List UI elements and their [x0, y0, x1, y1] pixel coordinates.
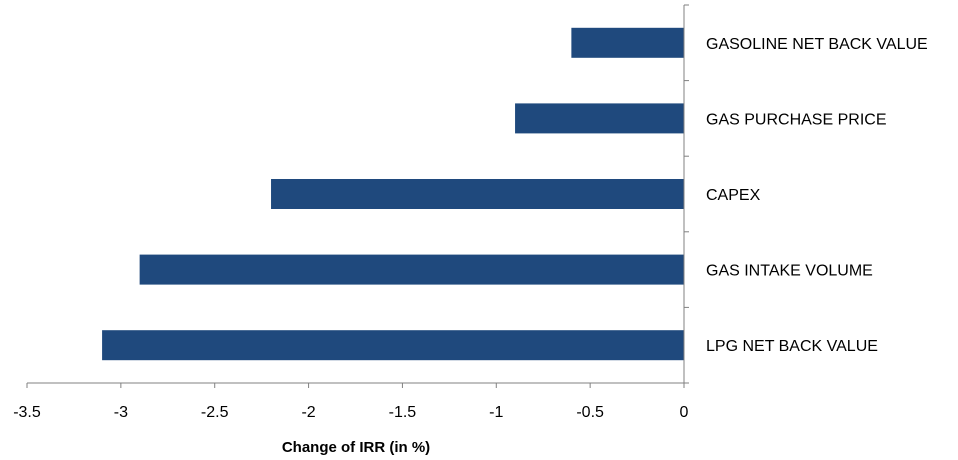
category-labels: GASOLINE NET BACK VALUE GAS PURCHASE PRIC…	[706, 36, 928, 355]
category-label: CAPEX	[706, 187, 761, 204]
x-tick-label: -0.5	[576, 404, 604, 421]
bar-5	[102, 330, 685, 361]
category-label: GAS PURCHASE PRICE	[706, 111, 886, 128]
bar-2	[515, 103, 684, 134]
bar-4	[139, 254, 685, 285]
category-label: LPG NET BACK VALUE	[706, 338, 878, 355]
x-tick-label: -2	[301, 404, 315, 421]
x-tick-labels: -3.5 -3 -2.5 -2 -1.5 -1 -0.5 0	[13, 404, 688, 421]
bar-3	[271, 179, 684, 209]
axes-group	[26, 4, 689, 388]
x-tick-label: -3.5	[13, 404, 41, 421]
x-tick-label: -3	[114, 404, 128, 421]
x-tick-label: -1	[489, 404, 503, 421]
category-label: GASOLINE NET BACK VALUE	[706, 36, 928, 53]
x-axis-title: Change of IRR (in %)	[282, 439, 430, 456]
x-tick-label: -1.5	[389, 404, 417, 421]
bars-group	[102, 27, 685, 361]
bar-1	[571, 27, 684, 58]
x-tick-label: -2.5	[201, 404, 229, 421]
category-label: GAS INTAKE VOLUME	[706, 263, 873, 280]
x-tick-label: 0	[680, 404, 689, 421]
